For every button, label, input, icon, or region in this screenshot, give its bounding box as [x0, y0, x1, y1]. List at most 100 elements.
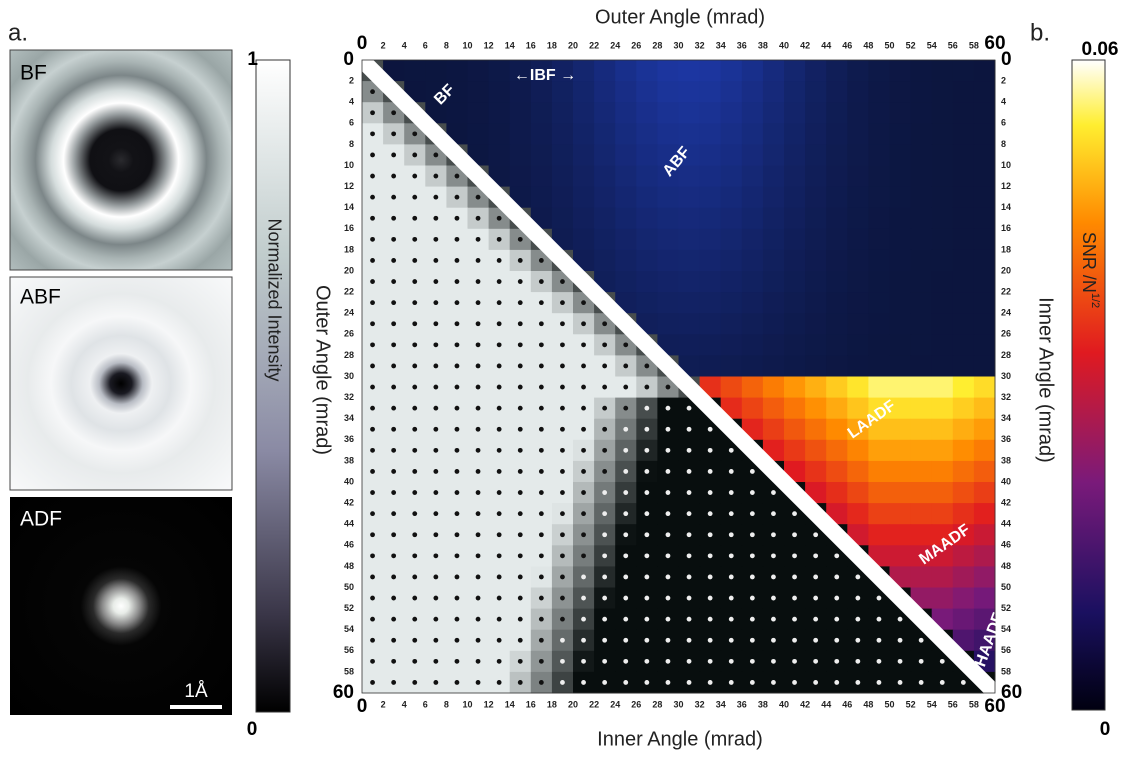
cell-dot: [370, 575, 375, 580]
cell: [700, 123, 722, 145]
cell-dot: [560, 406, 565, 411]
cell: [763, 398, 785, 420]
cell: [784, 334, 806, 356]
cell-dot: [455, 617, 460, 622]
cell: [847, 503, 869, 525]
tick-label: 58: [969, 40, 979, 50]
tick-label: 42: [344, 497, 354, 507]
tick-label: 50: [884, 40, 894, 50]
cell-dot: [539, 680, 544, 685]
cell-dot: [476, 279, 481, 284]
cell: [890, 545, 912, 567]
cell-dot: [687, 532, 692, 537]
cell: [847, 60, 869, 82]
cell: [615, 229, 637, 251]
tick-label: 20: [568, 40, 578, 50]
tick-label: 12: [1001, 181, 1011, 191]
colorbar-label-text: SNR /N: [1079, 232, 1099, 293]
cell-dot: [750, 617, 755, 622]
cell-dot: [539, 364, 544, 369]
cell: [721, 334, 743, 356]
cell: [721, 377, 743, 399]
cell: [826, 123, 848, 145]
cell: [489, 123, 511, 145]
cell-dot: [433, 659, 438, 664]
cell-dot: [370, 195, 375, 200]
colorbar-max: 0.06: [1082, 39, 1119, 60]
cell: [890, 60, 912, 82]
cell: [868, 377, 890, 399]
cell-dot: [877, 596, 882, 601]
tick-label: 10: [462, 40, 472, 50]
cell-dot: [370, 110, 375, 115]
cell: [679, 208, 701, 230]
cell: [805, 166, 827, 188]
cell: [763, 250, 785, 272]
cell: [594, 102, 616, 124]
tick-label: 26: [344, 329, 354, 339]
tick-label: 0: [1001, 49, 1012, 70]
cell: [826, 292, 848, 314]
cell-dot: [476, 406, 481, 411]
cell: [615, 250, 637, 272]
cell: [742, 187, 764, 209]
cell: [974, 166, 996, 188]
cell-dot: [433, 490, 438, 495]
cell-dot: [455, 258, 460, 263]
cell-dot: [412, 174, 417, 179]
cell-dot: [581, 532, 586, 537]
cell-dot: [518, 490, 523, 495]
tick-label: 20: [1001, 265, 1011, 275]
cell-dot: [792, 575, 797, 580]
cell: [657, 229, 679, 251]
cell-dot: [412, 216, 417, 221]
cell-dot: [476, 469, 481, 474]
cell: [953, 123, 975, 145]
cell-dot: [644, 469, 649, 474]
cell: [805, 250, 827, 272]
cell: [953, 355, 975, 377]
cell: [805, 144, 827, 166]
cell: [953, 144, 975, 166]
cell: [742, 250, 764, 272]
cell-dot: [412, 153, 417, 158]
cell: [868, 208, 890, 230]
cell: [679, 292, 701, 314]
cell-dot: [666, 638, 671, 643]
cell-dot: [518, 427, 523, 432]
cell: [657, 187, 679, 209]
cell: [552, 187, 574, 209]
cell: [615, 271, 637, 293]
cell: [953, 250, 975, 272]
cell: [742, 355, 764, 377]
cell-dot: [666, 659, 671, 664]
cell: [890, 377, 912, 399]
cell-dot: [370, 321, 375, 326]
cell-dot: [750, 659, 755, 664]
cell-dot: [792, 553, 797, 558]
cell: [974, 461, 996, 483]
cell-dot: [412, 448, 417, 453]
cell-dot: [518, 553, 523, 558]
tick-label: 34: [716, 40, 726, 50]
cell-dot: [497, 300, 502, 305]
cell: [679, 271, 701, 293]
cell: [721, 60, 743, 82]
cell-dot: [581, 659, 586, 664]
cell-dot: [560, 279, 565, 284]
cell-dot: [412, 511, 417, 516]
cell: [911, 208, 933, 230]
cell: [805, 377, 827, 399]
cell-dot: [497, 342, 502, 347]
cell-dot: [455, 680, 460, 685]
tick-label: 52: [906, 699, 916, 709]
cell: [510, 144, 532, 166]
cell: [700, 313, 722, 335]
cell-dot: [919, 659, 924, 664]
cell-dot: [623, 427, 628, 432]
cell: [847, 102, 869, 124]
cell-dot: [602, 427, 607, 432]
cell-dot: [666, 385, 671, 390]
cell: [974, 524, 996, 546]
cell: [890, 313, 912, 335]
